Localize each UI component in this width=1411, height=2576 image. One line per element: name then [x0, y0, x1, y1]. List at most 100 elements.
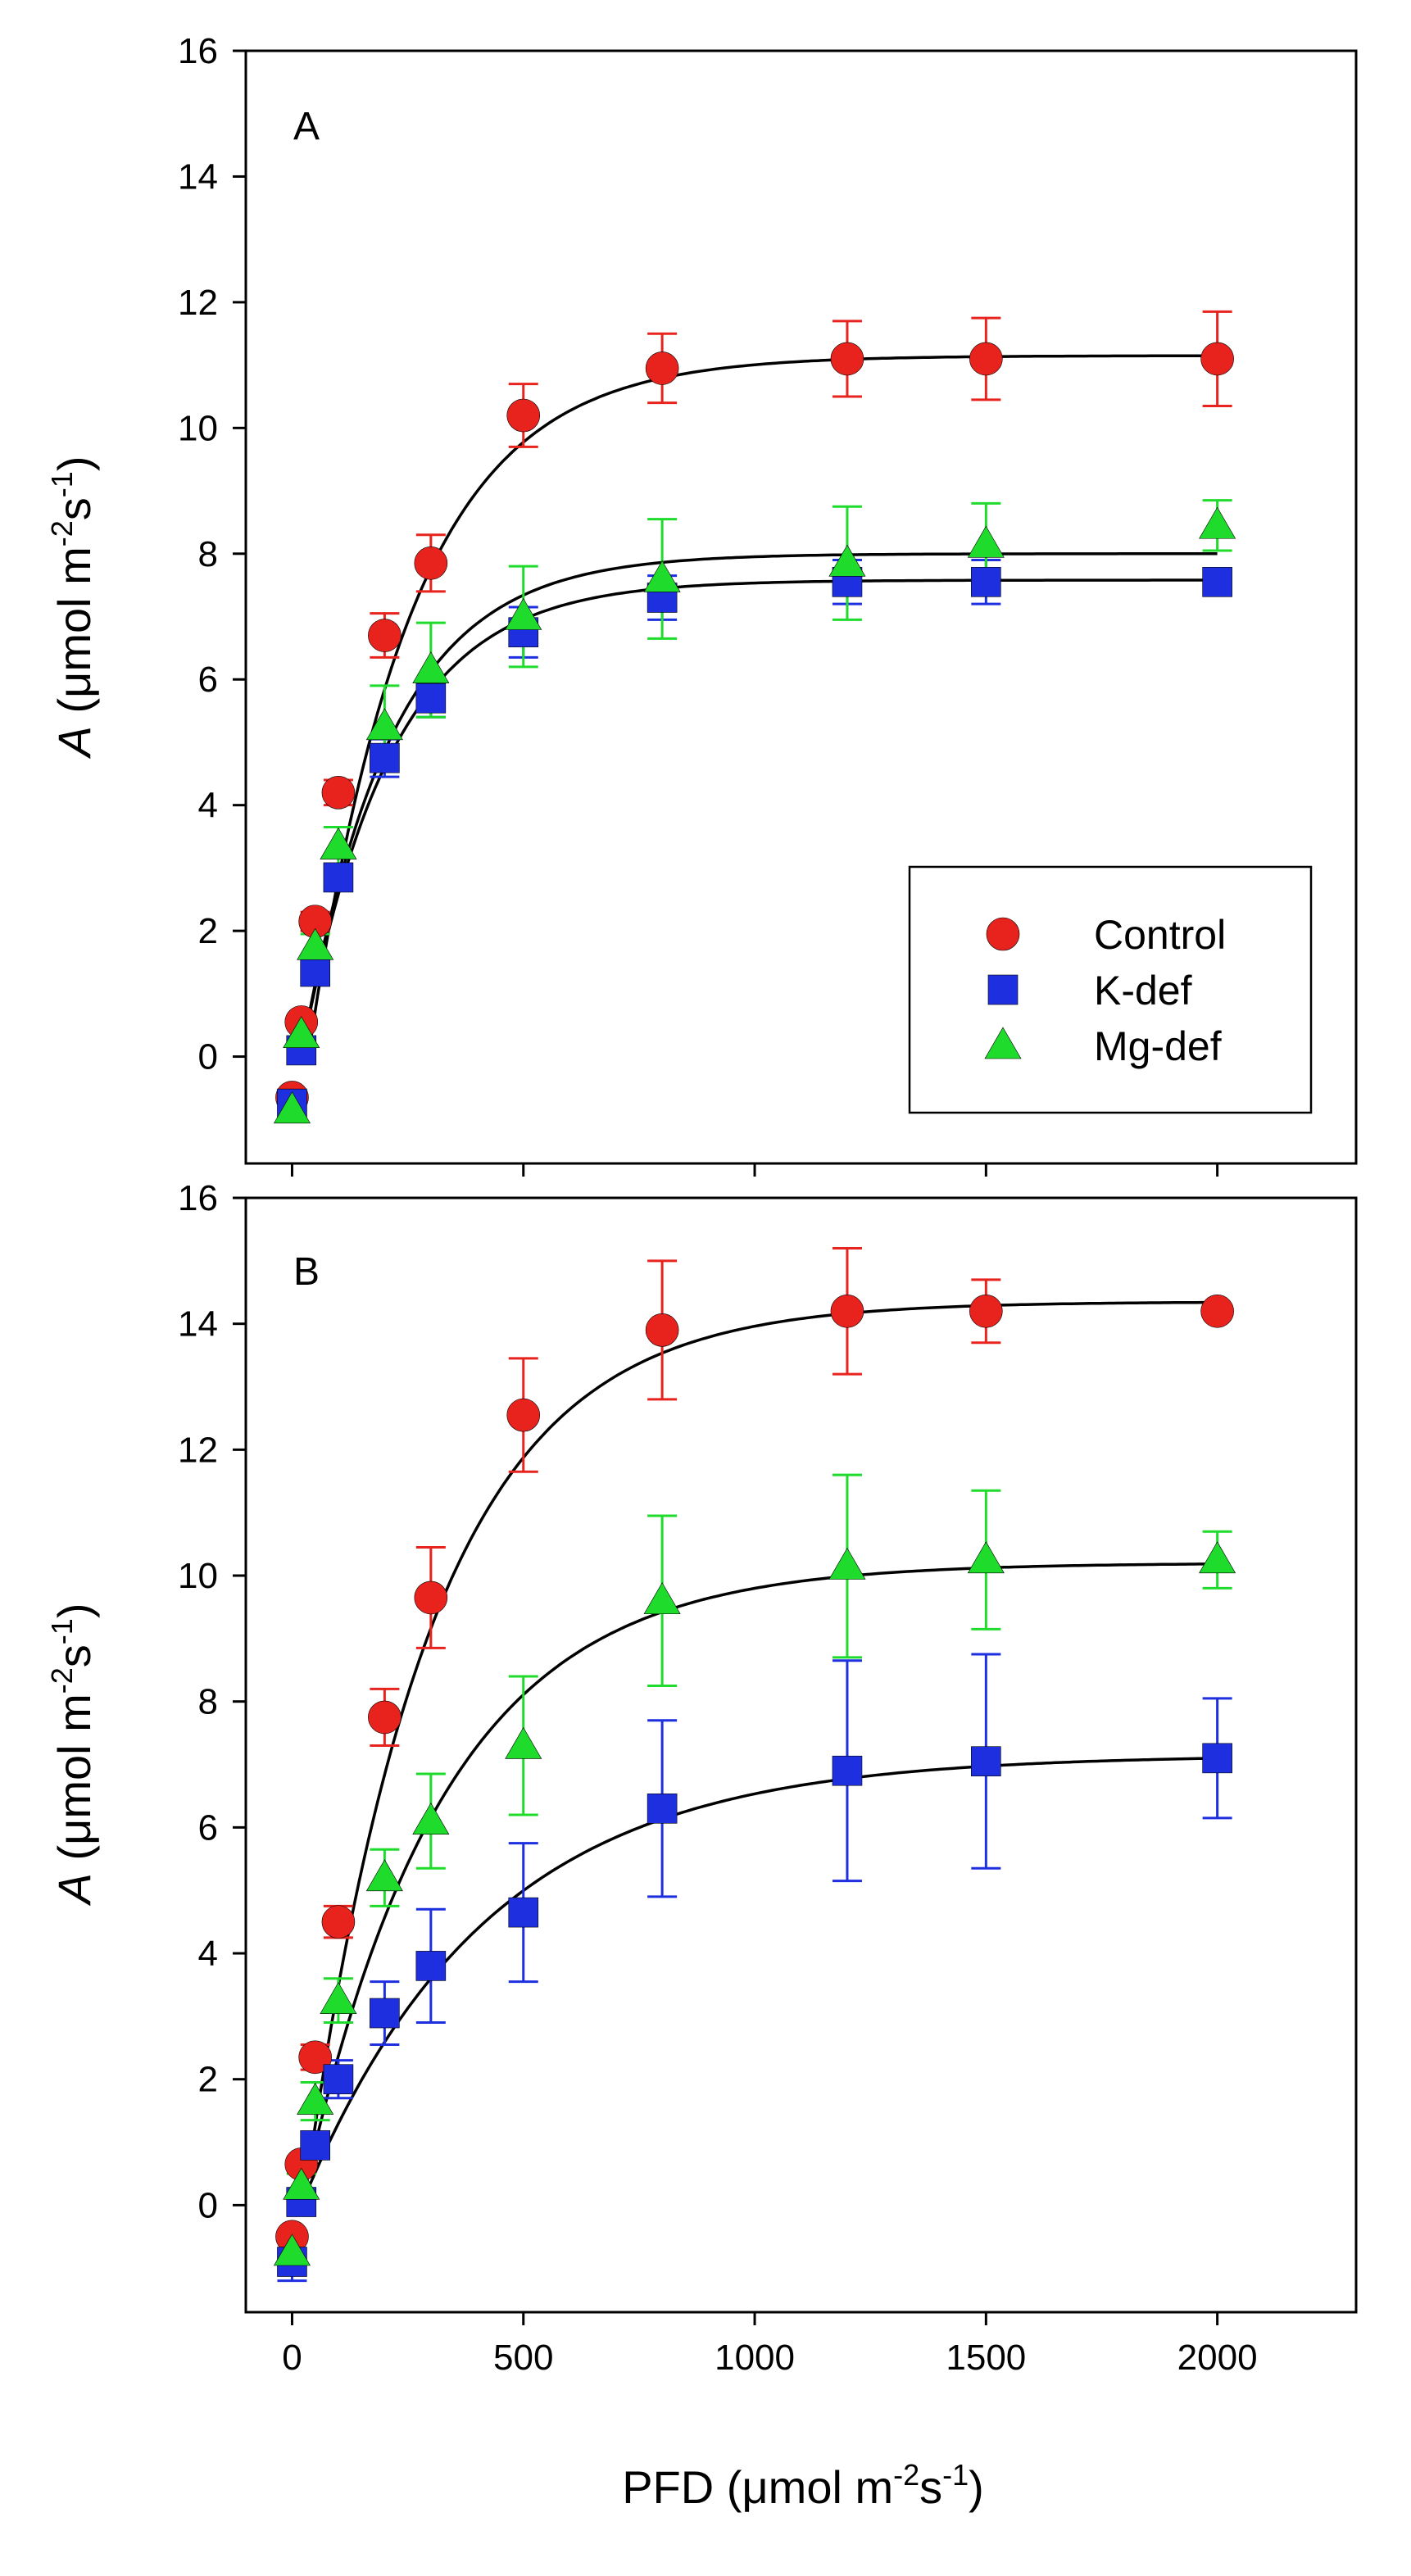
panel-a-point-mgdef — [297, 927, 334, 960]
panel-a-point-mgdef — [1199, 506, 1236, 539]
panel-b: B 0 2 4 6 8 10 12 14 16 0 500 1000 1500 2000 A (μmol … — [45, 1178, 1358, 2513]
panel-a-y-tick-label: 14 — [178, 156, 218, 197]
panel-b-point-mgdef — [320, 1982, 357, 2014]
panel-a-point-mgdef — [273, 1091, 311, 1124]
panel-a-y-tick-label: 8 — [198, 534, 218, 574]
panel-a-point-kdef — [415, 683, 447, 714]
panel-b-y-tick-label: 8 — [198, 1682, 218, 1722]
panel-b-point-kdef — [1202, 1743, 1232, 1774]
panel-a-point-mgdef — [365, 708, 403, 741]
panel-a-point-mgdef — [412, 651, 450, 684]
panel-b-point-control — [969, 1295, 1003, 1328]
panel-b-y-tick-label: 4 — [198, 1934, 218, 1974]
panel-a-point-mgdef — [828, 544, 866, 577]
legend: Control K-def Mg-def — [908, 865, 1313, 1114]
legend-marker-control — [986, 917, 1020, 951]
panel-b-point-control — [1200, 1295, 1234, 1328]
panel-b-fit-lines — [300, 1300, 1218, 2206]
panel-b-point-kdef — [323, 2064, 354, 2095]
panel-a-error-bars — [277, 310, 1232, 1118]
legend-label-control: Control — [1094, 912, 1226, 958]
panel-b-point-mgdef — [967, 1541, 1005, 1574]
panel-b-point-kdef — [415, 1951, 447, 1981]
legend-label-mgdef: Mg-def — [1094, 1023, 1222, 1069]
panel-b-y-tick-label: 6 — [198, 1807, 218, 1848]
panel-b-point-control — [830, 1295, 864, 1328]
panel-b-y-tick-label: 12 — [178, 1430, 218, 1470]
panel-a-point-kdef — [1202, 567, 1232, 597]
panel-a-point-control — [830, 342, 864, 376]
y-axis-symbol: A — [48, 726, 100, 759]
panel-b-ticks: 0 2 4 6 8 10 12 14 16 0 500 1000 1500 2000 — [178, 1178, 1258, 2378]
panel-b-point-mgdef — [1199, 1541, 1236, 1574]
panel-a: A 0 2 4 6 8 10 12 14 16 A (μmol m-2s-1) Control … — [45, 31, 1358, 1177]
panel-b-point-control — [321, 1905, 356, 1939]
panel-a-y-tick-label: 0 — [198, 1037, 218, 1077]
panel-a-y-axis-label: A (μmol m-2s-1) — [45, 456, 100, 760]
panel-b-frame — [244, 1196, 1358, 2314]
panel-b-fit-mgdef — [300, 1562, 1218, 2206]
panel-a-markers — [273, 342, 1236, 1124]
panel-b-point-control — [506, 1398, 541, 1432]
panel-a-point-control — [506, 398, 541, 433]
legend-marker-kdef — [987, 974, 1019, 1005]
panel-a-fit-control — [306, 354, 1215, 1057]
panel-a-y-tick-label: 4 — [198, 786, 218, 826]
panel-a-point-mgdef — [283, 1016, 320, 1049]
panel-b-point-mgdef — [365, 1859, 403, 1892]
panel-b-x-tick-label: 500 — [493, 2338, 553, 2378]
panel-a-point-mgdef — [967, 525, 1005, 558]
y-axis-symbol: A — [48, 1873, 100, 1906]
panel-a-point-control — [414, 546, 448, 580]
panel-a-ticks: 0 2 4 6 8 10 12 14 16 — [178, 31, 1219, 1177]
panel-a-point-kdef — [370, 742, 400, 773]
panel-b-point-mgdef — [273, 2234, 311, 2266]
panel-a-point-kdef — [323, 862, 354, 893]
panel-a-frame — [244, 49, 1358, 1165]
panel-b-fit-control — [302, 1300, 1215, 2206]
panel-b-y-axis-label: A (μmol m-2s-1) — [45, 1603, 100, 1907]
panel-b-point-kdef — [832, 1755, 863, 1786]
panel-b-y-tick-label: 16 — [178, 1178, 218, 1218]
panel-a-y-tick-label: 16 — [178, 31, 218, 71]
panel-a-point-kdef — [300, 956, 330, 987]
panel-b-point-kdef — [300, 2130, 330, 2161]
panel-b-point-kdef — [508, 1897, 539, 1928]
panel-b-point-kdef — [647, 1794, 678, 1824]
panel-b-point-control — [368, 1700, 402, 1735]
panel-a-point-mgdef — [505, 597, 542, 630]
panel-a-fit-kdef — [300, 578, 1218, 1057]
panel-b-point-mgdef — [412, 1803, 450, 1834]
panel-b-y-tick-label: 0 — [198, 2185, 218, 2225]
panel-a-point-control — [368, 619, 402, 652]
panel-b-point-mgdef — [297, 2083, 334, 2115]
legend-marker-mgdef — [984, 1027, 1022, 1059]
panel-b-error-bars — [277, 1246, 1232, 2283]
panel-b-y-tick-label: 2 — [198, 2060, 218, 2100]
panel-a-y-tick-label: 12 — [178, 283, 218, 323]
panel-b-point-mgdef — [505, 1726, 542, 1759]
panel-a-fit-lines — [300, 354, 1218, 1057]
panel-a-fit-mgdef — [300, 552, 1218, 1057]
panel-a-point-kdef — [971, 567, 1001, 597]
panel-b-point-mgdef — [643, 1582, 681, 1615]
panel-a-y-tick-label: 2 — [198, 911, 218, 951]
panel-a-point-control — [321, 776, 356, 810]
panel-b-point-mgdef — [283, 2167, 320, 2200]
panel-b-x-tick-label: 2000 — [1177, 2338, 1258, 2378]
panel-b-fit-kdef — [300, 1757, 1218, 2206]
legend-label-kdef: K-def — [1094, 968, 1192, 1014]
panel-b-y-tick-label: 14 — [178, 1304, 218, 1345]
panel-b-markers — [273, 1295, 1236, 2277]
panel-a-y-tick-label: 6 — [198, 660, 218, 700]
panel-b-x-tick-label: 1500 — [946, 2338, 1026, 2378]
panel-a-letter: A — [293, 105, 320, 148]
legend-box — [908, 865, 1313, 1114]
panel-a-point-control — [1200, 342, 1234, 376]
panel-a-y-tick-label: 10 — [178, 408, 218, 448]
panel-b-point-kdef — [971, 1746, 1001, 1776]
panel-b-x-tick-label: 0 — [282, 2338, 302, 2378]
x-axis-label: PFD (μmol m-2s-1) — [622, 2458, 984, 2513]
panel-b-y-tick-label: 10 — [178, 1556, 218, 1596]
